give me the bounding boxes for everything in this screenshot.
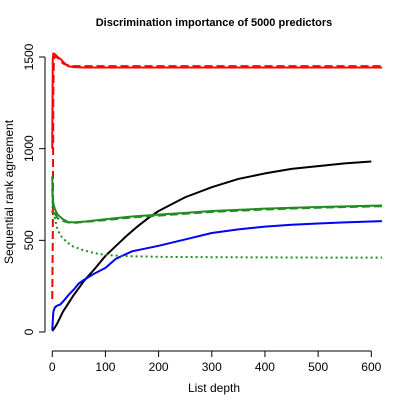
y-tick-label: 1500 [22, 43, 36, 70]
x-tick-label: 500 [308, 360, 328, 374]
series-layer [51, 52, 382, 332]
chart-title: Discrimination importance of 5000 predic… [96, 17, 333, 29]
x-tick-label: 100 [95, 360, 115, 374]
series-line-2 [51, 55, 382, 300]
y-tick-label: 500 [22, 230, 36, 250]
x-tick-label: 0 [49, 360, 56, 374]
series-line-4 [51, 220, 382, 331]
series-line-1 [51, 52, 382, 149]
series-line-3 [51, 160, 372, 332]
y-tick-label: 0 [22, 328, 36, 335]
axes-layer: 0 100 200 300 400 500 600 0 500 1000 1500 [22, 43, 382, 374]
x-tick-label: 600 [361, 360, 381, 374]
series-line-7 [51, 199, 382, 259]
x-tick-label: 300 [202, 360, 222, 374]
x-axis-label: List depth [188, 381, 240, 395]
series-line-5 [51, 176, 382, 224]
x-tick-label: 200 [149, 360, 169, 374]
x-tick-label: 400 [255, 360, 275, 374]
y-axis-label: Sequential rank agreement [2, 119, 16, 264]
y-tick-label: 1000 [22, 135, 36, 162]
